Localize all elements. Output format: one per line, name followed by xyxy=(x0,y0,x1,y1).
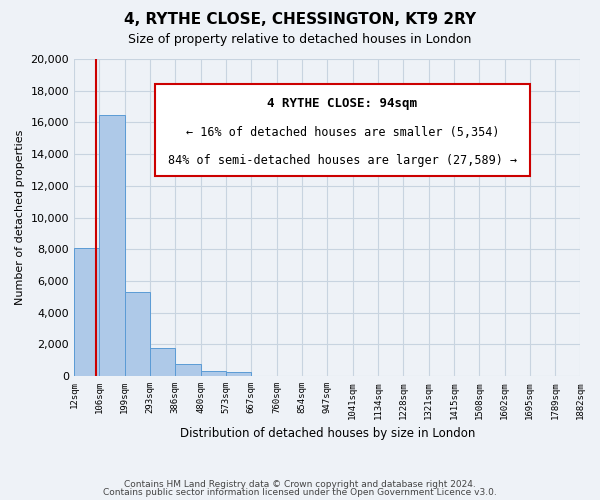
Bar xyxy=(200,372,226,376)
Text: ← 16% of detached houses are smaller (5,354): ← 16% of detached houses are smaller (5,… xyxy=(186,126,499,138)
Bar xyxy=(100,114,125,376)
Y-axis label: Number of detached properties: Number of detached properties xyxy=(15,130,25,306)
FancyBboxPatch shape xyxy=(155,84,530,176)
Text: Contains HM Land Registry data © Crown copyright and database right 2024.: Contains HM Land Registry data © Crown c… xyxy=(124,480,476,489)
X-axis label: Distribution of detached houses by size in London: Distribution of detached houses by size … xyxy=(179,427,475,440)
Text: 84% of semi-detached houses are larger (27,589) →: 84% of semi-detached houses are larger (… xyxy=(168,154,517,167)
Bar xyxy=(74,248,100,376)
Bar xyxy=(175,364,200,376)
Text: 4, RYTHE CLOSE, CHESSINGTON, KT9 2RY: 4, RYTHE CLOSE, CHESSINGTON, KT9 2RY xyxy=(124,12,476,28)
Text: Size of property relative to detached houses in London: Size of property relative to detached ho… xyxy=(128,32,472,46)
Text: Contains public sector information licensed under the Open Government Licence v3: Contains public sector information licen… xyxy=(103,488,497,497)
Bar xyxy=(125,292,150,376)
Text: 4 RYTHE CLOSE: 94sqm: 4 RYTHE CLOSE: 94sqm xyxy=(268,97,418,110)
Bar xyxy=(226,372,251,376)
Bar xyxy=(150,348,175,376)
